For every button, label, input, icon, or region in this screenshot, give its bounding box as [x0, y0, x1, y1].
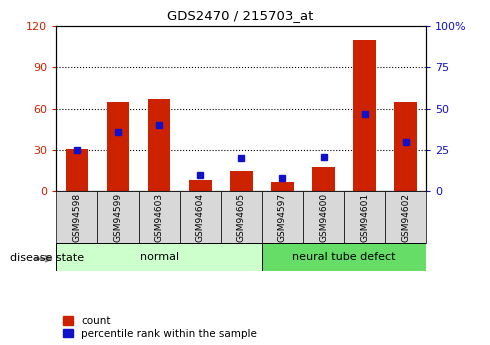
FancyBboxPatch shape — [262, 191, 303, 243]
Text: normal: normal — [140, 252, 179, 262]
FancyBboxPatch shape — [344, 191, 385, 243]
Text: GSM94600: GSM94600 — [319, 193, 328, 242]
Text: GSM94603: GSM94603 — [155, 193, 164, 242]
Text: GDS2470 / 215703_at: GDS2470 / 215703_at — [167, 9, 313, 22]
Text: GSM94602: GSM94602 — [401, 193, 410, 242]
Legend: count, percentile rank within the sample: count, percentile rank within the sample — [62, 315, 258, 340]
Bar — [107, 102, 129, 191]
Bar — [189, 180, 212, 191]
FancyBboxPatch shape — [385, 191, 426, 243]
Bar — [353, 40, 376, 191]
FancyBboxPatch shape — [262, 243, 426, 271]
FancyBboxPatch shape — [221, 191, 262, 243]
Text: GSM94597: GSM94597 — [278, 193, 287, 242]
Bar — [148, 99, 171, 191]
FancyBboxPatch shape — [303, 191, 344, 243]
FancyBboxPatch shape — [139, 191, 180, 243]
FancyBboxPatch shape — [56, 243, 262, 271]
FancyBboxPatch shape — [56, 191, 98, 243]
Text: disease state: disease state — [10, 253, 84, 263]
FancyBboxPatch shape — [180, 191, 221, 243]
Bar — [66, 149, 88, 191]
Text: GSM94599: GSM94599 — [114, 193, 122, 242]
Text: GSM94601: GSM94601 — [360, 193, 369, 242]
Bar — [312, 167, 335, 191]
FancyBboxPatch shape — [98, 191, 139, 243]
Bar — [230, 171, 253, 191]
Bar — [394, 102, 417, 191]
Text: neural tube defect: neural tube defect — [293, 252, 396, 262]
Text: GSM94605: GSM94605 — [237, 193, 246, 242]
Bar — [271, 182, 294, 191]
Text: GSM94598: GSM94598 — [73, 193, 81, 242]
Text: GSM94604: GSM94604 — [196, 193, 205, 242]
